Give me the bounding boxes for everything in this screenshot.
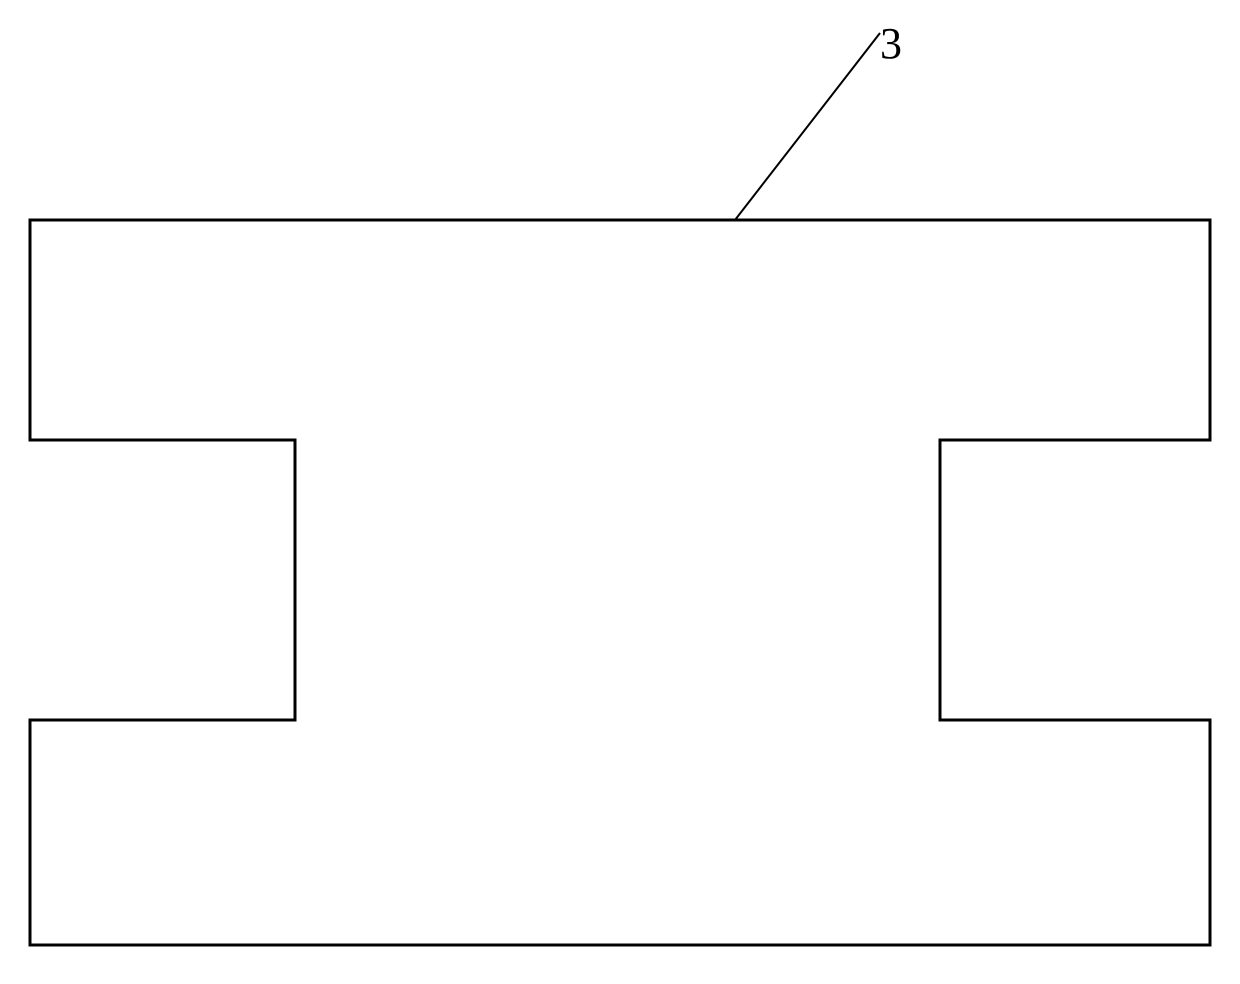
h-beam-shape xyxy=(30,220,1210,945)
leader-line xyxy=(735,33,880,220)
reference-label-3: 3 xyxy=(880,18,902,69)
diagram-container: 3 xyxy=(0,0,1240,979)
diagram-svg xyxy=(0,0,1240,979)
